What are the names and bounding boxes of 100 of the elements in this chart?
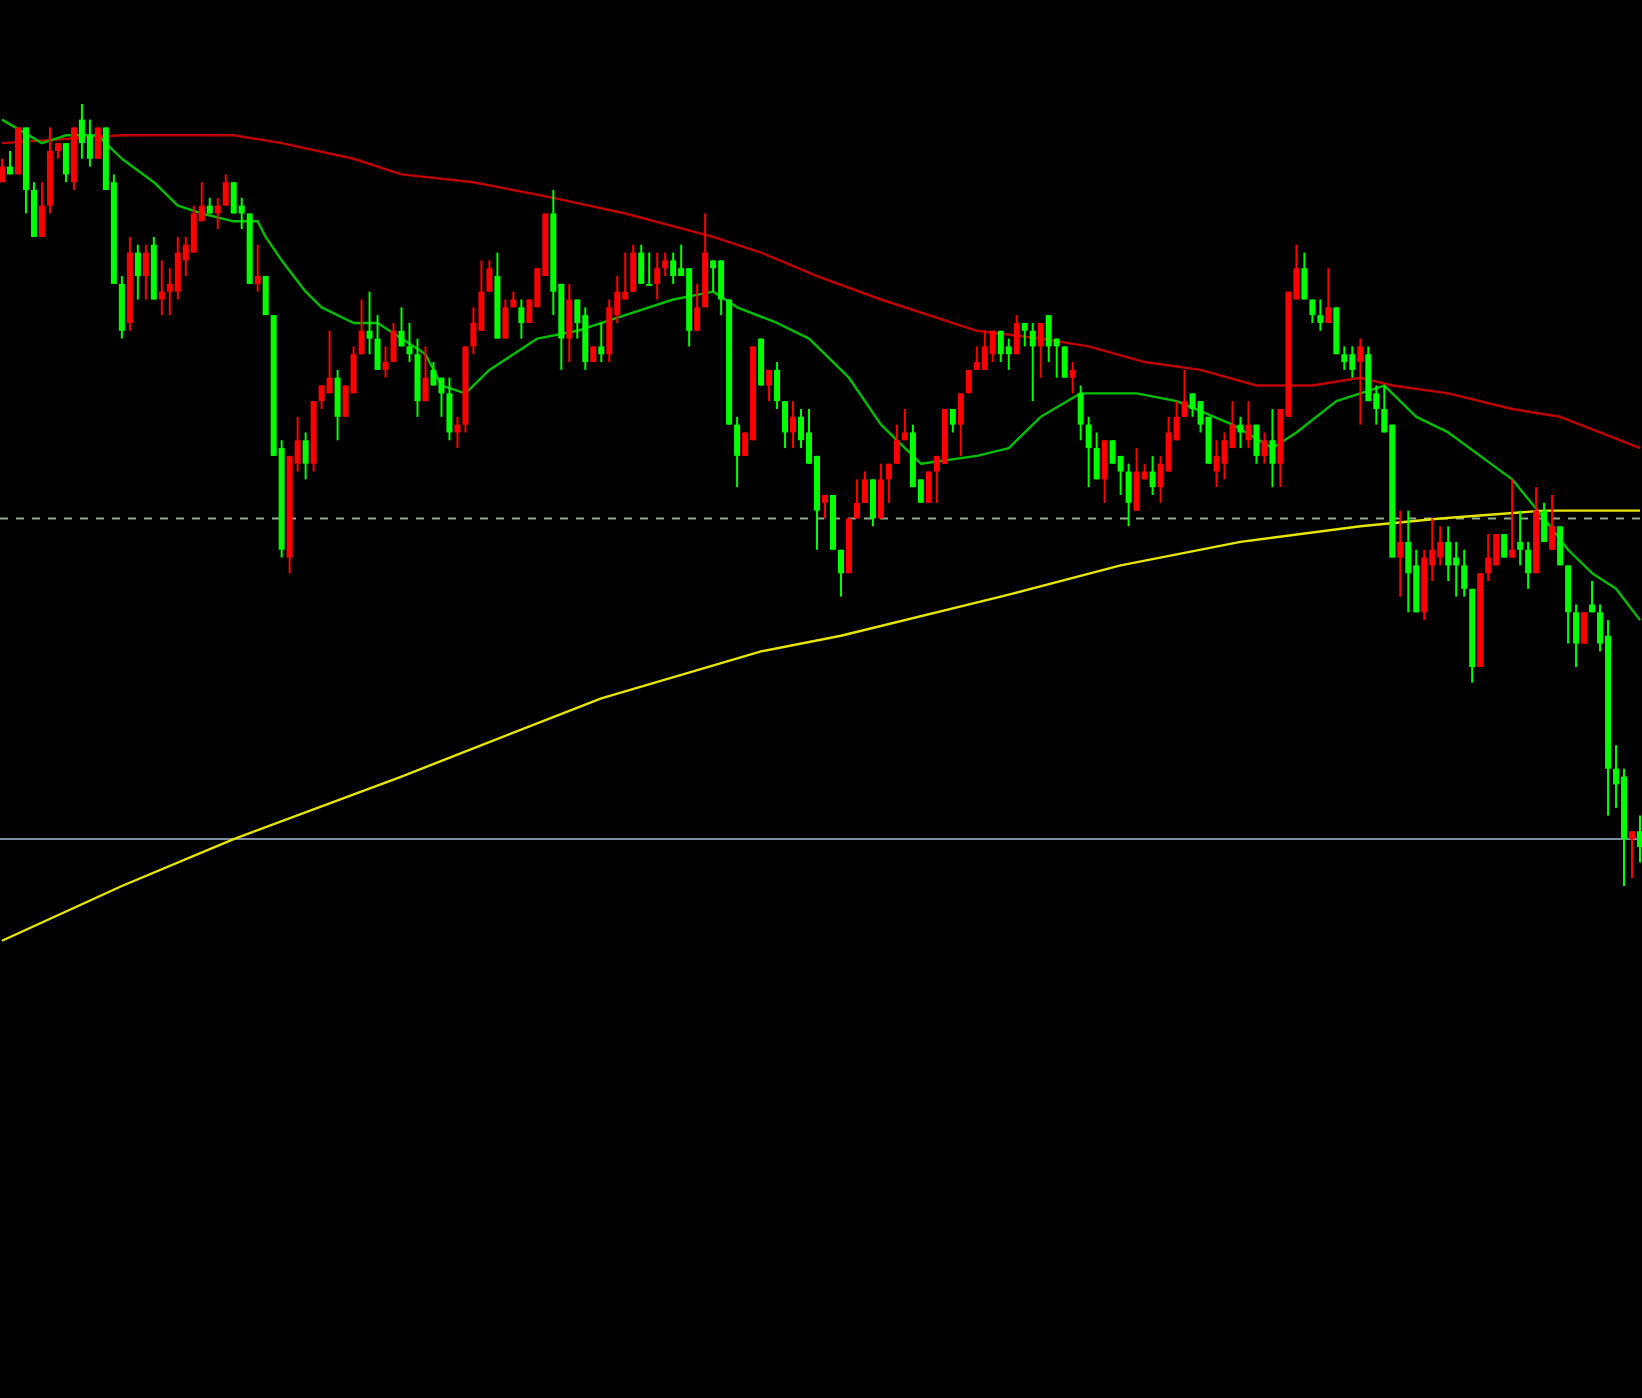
candlestick <box>837 548 844 598</box>
candlestick <box>142 243 149 301</box>
candlestick <box>1485 533 1492 583</box>
candlestick <box>925 470 932 504</box>
candlestick <box>1109 439 1116 465</box>
candlestick <box>1493 533 1500 567</box>
candlestick <box>1213 439 1220 489</box>
candlestick <box>366 290 373 356</box>
candlestick <box>1149 454 1156 496</box>
candlestick <box>774 361 781 410</box>
candlestick <box>1589 580 1596 614</box>
candlestick <box>1269 407 1276 489</box>
candlestick <box>358 298 365 356</box>
candlestick <box>893 423 900 465</box>
candlestick <box>598 321 605 364</box>
candlestick <box>1181 368 1188 418</box>
candlestick <box>326 329 333 395</box>
candlestick <box>1517 509 1524 567</box>
candlestick <box>1541 501 1548 543</box>
candlestick <box>94 126 101 160</box>
candlestick <box>1461 548 1468 598</box>
candlestick <box>422 345 429 403</box>
candlestick <box>710 259 717 293</box>
candlestick <box>1069 361 1076 395</box>
candlestick <box>430 361 437 387</box>
candlestick <box>1349 345 1356 379</box>
candlestick <box>861 470 868 504</box>
candlestick <box>869 478 876 528</box>
candlestick <box>1005 337 1012 371</box>
candlestick <box>1573 603 1580 669</box>
candlestick <box>1125 462 1132 528</box>
candlestick <box>1093 431 1100 481</box>
candlestick <box>1341 345 1348 371</box>
candlestick <box>86 118 93 168</box>
candlestick <box>1501 533 1508 559</box>
candlestick <box>1045 314 1052 364</box>
candlestick <box>174 235 181 301</box>
candlestick <box>582 306 589 371</box>
candlestick <box>1565 564 1572 645</box>
candlestick <box>302 431 309 481</box>
candlestick <box>997 329 1004 364</box>
candlestick <box>885 462 892 504</box>
candlestick <box>566 282 573 364</box>
candlestick <box>158 259 165 317</box>
candlestick <box>1261 431 1268 465</box>
candlestick <box>1333 306 1340 356</box>
candlestick <box>1525 540 1532 590</box>
candlestick <box>1189 392 1196 418</box>
candlestick <box>1357 337 1364 426</box>
candlestick <box>766 368 773 403</box>
candlestick <box>822 494 828 520</box>
candlestick <box>1509 478 1516 559</box>
candlestick <box>382 345 389 379</box>
candlestick <box>989 329 996 364</box>
candlestick <box>446 376 453 442</box>
candlestick <box>1445 525 1452 583</box>
candlestick <box>1301 251 1308 301</box>
candlestick <box>1101 439 1108 504</box>
candlestick <box>981 329 988 371</box>
candlestick <box>1549 494 1556 551</box>
candlestick <box>1365 345 1372 403</box>
candlestick <box>1245 400 1252 450</box>
candlestick <box>694 282 701 332</box>
candlestick <box>1437 525 1444 567</box>
candlestick <box>638 243 645 285</box>
candlestick <box>790 400 797 450</box>
candlestick <box>1557 525 1564 567</box>
candlestick <box>1637 814 1642 864</box>
candlestick <box>38 181 45 238</box>
candlestick <box>1413 548 1420 614</box>
candlestick <box>1397 509 1404 598</box>
candlestick <box>1085 415 1092 489</box>
candlestick <box>646 251 653 286</box>
candlestick <box>973 345 980 371</box>
candlestick <box>1405 509 1412 614</box>
candlestick <box>518 298 525 340</box>
candlestick <box>606 298 613 364</box>
candlestick <box>1077 384 1084 442</box>
candlestick <box>262 275 269 317</box>
candlestick <box>1029 321 1036 403</box>
candlestick <box>230 181 237 215</box>
candlestick <box>758 337 765 387</box>
candlestick <box>877 462 884 520</box>
candlestick <box>718 259 725 317</box>
candlestick <box>390 321 397 364</box>
candlestick <box>1013 314 1020 356</box>
candlestick <box>334 368 341 442</box>
candlestick <box>1581 611 1588 645</box>
candlestick <box>654 251 661 301</box>
candlestick <box>1253 423 1260 465</box>
candlestick <box>670 251 677 285</box>
candlestick <box>374 314 381 371</box>
candlestick <box>62 142 69 184</box>
candlestick <box>1317 298 1324 332</box>
candlestick <box>118 275 125 340</box>
candlestick <box>1133 447 1140 512</box>
candlestick <box>1037 321 1044 379</box>
candlestick <box>662 251 669 278</box>
candlestick <box>398 306 405 348</box>
candlestick <box>901 407 908 442</box>
